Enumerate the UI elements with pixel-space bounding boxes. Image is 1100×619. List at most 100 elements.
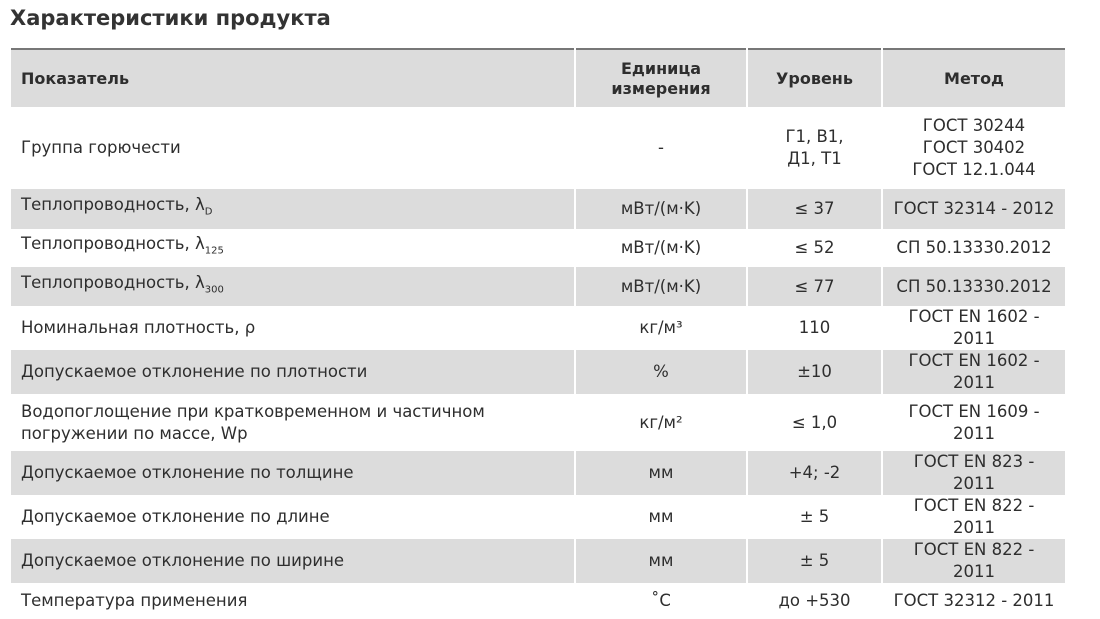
table-row: Допускаемое отклонение по длине мм ± 5 ГОСТ… <box>11 495 1065 539</box>
header-indicator: Показатель <box>11 49 575 107</box>
unit-cell-text: мм <box>648 551 674 570</box>
name-cell-text: Номинальная плотность, ρ <box>21 318 256 337</box>
header-unit: Единица измерения <box>574 49 747 107</box>
level-cell: ±10 <box>746 350 882 394</box>
method-cell-text: СП 50.13330.2012 <box>896 238 1052 257</box>
header-level: Уровень <box>746 49 882 107</box>
unit-cell: % <box>574 350 747 394</box>
unit-cell: кг/м² <box>574 394 747 451</box>
name-cell-text: Допускаемое отклонение по длине <box>21 507 330 526</box>
level-cell: ± 5 <box>746 495 882 539</box>
name-cell: Допускаемое отклонение по ширине <box>11 539 575 583</box>
table-row: Допускаемое отклонение по плотности% ±10 Г… <box>11 350 1065 394</box>
level-cell-text: ≤ 77 <box>794 276 835 296</box>
level-cell: ± 5 <box>746 539 882 583</box>
method-cell-text: ГОСТ EN 1602 - 2011 <box>908 307 1040 348</box>
method-cell-text: ГОСТ EN 1602 - 2011 <box>908 351 1040 392</box>
level-cell-text: ≤ 1,0 <box>791 412 838 432</box>
unit-cell-text: кг/м² <box>639 412 683 432</box>
subscript: 300 <box>204 284 224 296</box>
level-cell-text: до +530 <box>778 591 851 610</box>
method-cell: ГОСТ EN 1609 - 2011 <box>881 394 1065 451</box>
method-cell: ГОСТ EN 822 - 2011 <box>881 539 1065 583</box>
table-row: Водопоглощение при кратковременном и час… <box>11 394 1065 451</box>
unit-cell-text: - <box>658 138 664 157</box>
level-cell-text: +4; -2 <box>788 463 841 482</box>
table-row: Теплопроводность, λD мВт/(м·K) ≤ 37 ГОСТ 32… <box>11 189 1065 229</box>
unit-cell-text: мВт/(м·K) <box>620 276 702 296</box>
characteristics-table: Показатель Единица измерения Уровень Мет… <box>11 48 1065 619</box>
level-cell-text: Г1, В1, Д1, Т1 <box>785 127 844 168</box>
name-cell-text: Теплопроводность, λ <box>21 195 205 215</box>
method-cell: ГОСТ EN 822 - 2011 <box>881 495 1065 539</box>
unit-cell: мВт/(м·K) <box>574 229 747 267</box>
unit-cell: мм <box>574 495 747 539</box>
level-cell: 110 <box>746 306 882 350</box>
unit-cell-text: мм <box>648 507 674 526</box>
unit-cell: мВт/(м·K) <box>574 267 747 306</box>
subscript: D <box>204 206 213 218</box>
unit-cell-text: мм <box>648 463 674 482</box>
method-cell-text: ГОСТ EN 822 - 2011 <box>913 496 1035 537</box>
unit-cell-text: кг/м³ <box>639 318 683 337</box>
method-cell-text: СП 50.13330.2012 <box>896 276 1052 296</box>
method-cell: ГОСТ EN 823 - 2011 <box>881 451 1065 495</box>
name-cell-text: Группа горючести <box>21 138 181 157</box>
method-cell-text: ГОСТ 32314 - 2012 <box>893 199 1055 218</box>
level-cell: до +530 <box>746 583 882 619</box>
table-row: Теплопроводность, λ300 мВт/(м·K) ≤ 77 СП 50… <box>11 267 1065 306</box>
name-cell: Группа горючести <box>11 107 575 189</box>
level-cell: Г1, В1, Д1, Т1 <box>746 107 882 189</box>
level-cell-text: ≤ 37 <box>794 199 835 218</box>
method-cell-text: ГОСТ EN 823 - 2011 <box>913 452 1035 493</box>
method-cell: ГОСТ 32314 - 2012 <box>881 189 1065 229</box>
table-row: Группа горючести - Г1, В1, Д1, Т1 ГОСТ 3024… <box>11 107 1065 189</box>
level-cell-text: 110 <box>798 318 831 337</box>
unit-cell-text: ˚C <box>651 591 671 610</box>
method-cell: СП 50.13330.2012 <box>881 267 1065 306</box>
method-cell: СП 50.13330.2012 <box>881 229 1065 267</box>
name-cell: Водопоглощение при кратковременном и час… <box>11 394 575 451</box>
unit-cell-text: % <box>653 362 669 381</box>
page-title: Характеристики продукта <box>10 6 331 30</box>
level-cell: ≤ 52 <box>746 229 882 267</box>
method-cell-text: ГОСТ EN 1609 - 2011 <box>908 401 1040 443</box>
name-cell: Допускаемое отклонение по толщине <box>11 451 575 495</box>
unit-cell: мВт/(м·K) <box>574 189 747 229</box>
level-cell-text: ±10 <box>797 362 832 381</box>
level-cell: +4; -2 <box>746 451 882 495</box>
table-row: Температура применения ˚C до +530 ГОСТ 3231… <box>11 583 1065 619</box>
name-cell-text: Теплопроводность, λ <box>21 234 205 254</box>
method-cell: ГОСТ EN 1602 - 2011 <box>881 350 1065 394</box>
name-cell: Температура применения <box>11 583 575 619</box>
level-cell-text: ± 5 <box>799 507 830 526</box>
unit-cell: мм <box>574 539 747 583</box>
table-row: Допускаемое отклонение по ширине мм ± 5 ГОС… <box>11 539 1065 583</box>
name-cell-text: Теплопроводность, λ <box>21 272 205 292</box>
name-cell-text: Допускаемое отклонение по плотности <box>21 362 368 381</box>
level-cell: ≤ 77 <box>746 267 882 306</box>
unit-cell: кг/м³ <box>574 306 747 350</box>
unit-cell: - <box>574 107 747 189</box>
level-cell-text: ± 5 <box>799 551 830 570</box>
unit-cell-text: мВт/(м·K) <box>620 199 702 218</box>
subscript: 125 <box>204 245 224 257</box>
method-cell-text: ГОСТ 30244 ГОСТ 30402 ГОСТ 12.1.044 <box>912 116 1036 179</box>
method-cell-text: ГОСТ EN 822 - 2011 <box>913 540 1035 581</box>
level-cell-text: ≤ 52 <box>794 238 835 257</box>
name-cell-text: Допускаемое отклонение по толщине <box>21 463 354 482</box>
name-cell: Допускаемое отклонение по плотности <box>11 350 575 394</box>
table-row: Допускаемое отклонение по толщине мм +4; -… <box>11 451 1065 495</box>
name-cell: Теплопроводность, λ300 <box>11 267 575 306</box>
table-row: Номинальная плотность, ρ кг/м³ 110 ГОСТ EN … <box>11 306 1065 350</box>
unit-cell: мм <box>574 451 747 495</box>
name-cell-text: Температура применения <box>21 591 248 610</box>
level-cell: ≤ 1,0 <box>746 394 882 451</box>
table-row: Теплопроводность, λ125 мВт/(м·K) ≤ 52 СП 50… <box>11 229 1065 267</box>
unit-cell: ˚C <box>574 583 747 619</box>
name-cell: Теплопроводность, λ125 <box>11 229 575 267</box>
header-method: Метод <box>881 49 1065 107</box>
method-cell-text: ГОСТ 32312 - 2011 <box>893 591 1055 610</box>
method-cell: ГОСТ 32312 - 2011 <box>881 583 1065 619</box>
unit-cell-text: мВт/(м·K) <box>620 238 702 257</box>
